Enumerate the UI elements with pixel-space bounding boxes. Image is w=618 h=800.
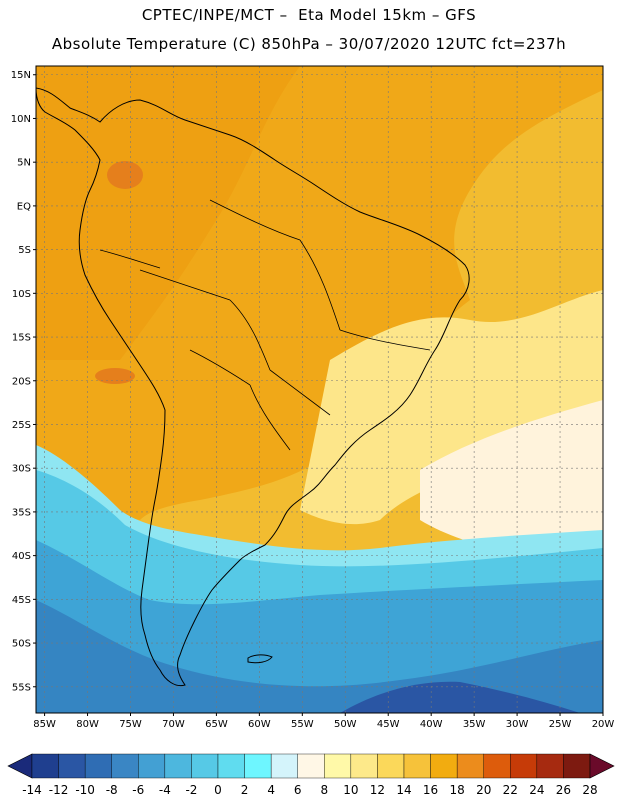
lat-label: 10N (11, 114, 31, 125)
lon-label: 45W (377, 719, 400, 730)
colorbar-label: -10 (75, 783, 95, 797)
lon-label: 75W (119, 719, 142, 730)
colorbar-label: 18 (450, 783, 465, 797)
lon-label: 35W (463, 719, 486, 730)
colorbar-label: -6 (132, 783, 144, 797)
colorbar-label: 20 (476, 783, 491, 797)
falkland-islands (247, 654, 273, 664)
lat-label: 20S (12, 376, 31, 387)
colorbar-label: 8 (320, 783, 328, 797)
colorbar-swatch (483, 753, 511, 779)
colorbar-swatch (430, 753, 458, 779)
lon-label: 50W (334, 719, 357, 730)
lon-label: 65W (205, 719, 228, 730)
lat-label: 15N (11, 70, 31, 81)
field-cream-band (420, 400, 603, 560)
longitude-labels: 85W 80W 75W 70W 65W 60W 55W 50W 45W 40W 35W 30W 25W 2… (33, 713, 614, 730)
lon-label: 70W (162, 719, 185, 730)
colorbar-label: -14 (22, 783, 42, 797)
map-title-line2: Absolute Temperature (C) 850hPa – 30/07/… (51, 35, 567, 53)
lat-label: 25S (12, 420, 31, 431)
colorbar-label: 22 (503, 783, 518, 797)
colorbar-swatch (270, 753, 298, 779)
lat-label: 35S (12, 507, 31, 518)
lon-label: 85W (33, 719, 56, 730)
colorbar-label: 0 (214, 783, 222, 797)
colorbar-swatch (138, 753, 166, 779)
lon-label: 60W (248, 719, 271, 730)
field-darkest-blue (340, 681, 580, 713)
latitude-labels: 15N 10N 5N EQ 5S 10S 15S 20S 25S 30S 35S 40S 45S 50S 5… (11, 70, 36, 693)
lat-label: 10S (12, 289, 31, 300)
lon-label: 80W (76, 719, 99, 730)
map-panel (36, 66, 603, 713)
colorbar-label: -4 (159, 783, 171, 797)
lat-label: 50S (12, 639, 31, 650)
lat-label: 40S (12, 551, 31, 562)
colorbar-swatch (191, 753, 219, 779)
colorbar-label: 14 (396, 783, 411, 797)
colorbar-label: 16 (423, 783, 438, 797)
field-hot-spot-andes (107, 161, 143, 189)
lat-label: 45S (12, 595, 31, 606)
lat-label: 5S (18, 245, 31, 256)
colorbar-label: -2 (185, 783, 197, 797)
colorbar-low-arrow (7, 753, 33, 779)
country-borders (99, 199, 431, 451)
colorbar-label: 28 (582, 783, 597, 797)
lon-label: 20W (592, 719, 615, 730)
colorbar-swatch (324, 753, 352, 779)
colorbar-swatch (111, 753, 139, 779)
map-title-line1: CPTEC/INPE/MCT – Eta Model 15km – GFS (141, 6, 477, 24)
lat-label: 55S (12, 682, 31, 693)
lat-label: 15S (12, 333, 31, 344)
colorbar-label: -8 (106, 783, 118, 797)
field-warm-north (36, 66, 300, 360)
lon-label: 55W (291, 719, 314, 730)
colorbar-swatch (536, 753, 564, 779)
colorbar-label: 26 (556, 783, 571, 797)
colorbar-swatch (164, 753, 192, 779)
lon-label: 25W (549, 719, 572, 730)
colorbar-label: -12 (49, 783, 69, 797)
colorbar-swatch (217, 753, 245, 779)
field-yellow-band (300, 290, 603, 525)
colorbar-label: 24 (529, 783, 544, 797)
colorbar-label: 2 (241, 783, 249, 797)
lon-label: 40W (420, 719, 443, 730)
colorbar-swatch (456, 753, 484, 779)
colorbar-swatch (350, 753, 378, 779)
colorbar-label: 12 (370, 783, 385, 797)
colorbar-swatch (403, 753, 431, 779)
lat-label: EQ (17, 201, 31, 212)
colorbar-swatch (377, 753, 405, 779)
colorbar-swatch (244, 753, 272, 779)
colorbar-swatch (31, 753, 59, 779)
continent-outline (36, 87, 470, 687)
colorbar-label: 10 (343, 783, 358, 797)
colorbar-label: 6 (294, 783, 302, 797)
lat-label: 5N (17, 158, 31, 169)
colorbar-swatch (297, 753, 325, 779)
lat-label: 30S (12, 464, 31, 475)
map-frame (35, 65, 604, 714)
colorbar-swatch (58, 753, 86, 779)
colorbar-swatch (563, 753, 591, 779)
lon-label: 30W (506, 719, 529, 730)
colorbar-label: 4 (267, 783, 275, 797)
colorbar-swatch (84, 753, 112, 779)
colorbar-swatch (510, 753, 538, 779)
colorbar-high-arrow (589, 753, 615, 779)
field-hot-spot-atacama (95, 368, 135, 384)
colorbar: -14 -12 -10 -8 -6 -4 -2 0 2 4 6 8 10 12 14 16 18 20 22 24 26… (7, 753, 615, 797)
